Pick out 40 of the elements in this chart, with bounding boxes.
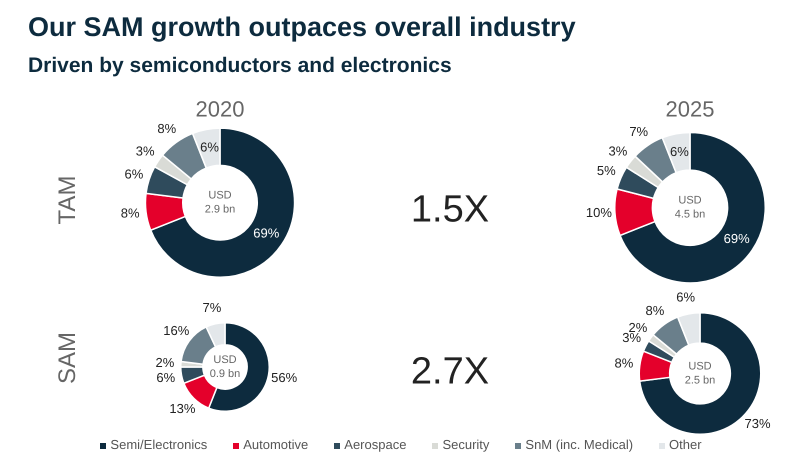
data-label: 6% xyxy=(124,166,144,182)
data-label: 5% xyxy=(596,163,616,178)
legend-label: Aerospace xyxy=(344,437,406,452)
data-label: 7% xyxy=(202,300,222,315)
legend-label: Semi/Electronics xyxy=(110,437,208,452)
data-label: 10% xyxy=(586,205,612,220)
data-label: 8% xyxy=(120,206,140,221)
data-label: 6% xyxy=(670,144,690,159)
data-label: 6% xyxy=(676,290,696,305)
data-label: 13% xyxy=(169,401,196,416)
data-label: 8% xyxy=(614,355,634,370)
text: 1.5X xyxy=(410,188,490,232)
data-label: 69% xyxy=(724,231,750,246)
data-label: 2% xyxy=(155,354,175,370)
data-label: 8% xyxy=(157,121,177,136)
data-label: 56% xyxy=(271,370,298,385)
text: Our SAM growth outpaces overall industry xyxy=(28,12,576,43)
text: TAM xyxy=(54,176,82,224)
text: USD 4.5 bn xyxy=(674,194,706,221)
text: USD 2.9 bn xyxy=(204,190,236,216)
data-label: 73% xyxy=(744,416,772,431)
legend-label: Security xyxy=(442,437,490,452)
chart-title: 2020 xyxy=(196,96,244,122)
data-label: 8% xyxy=(645,302,665,318)
legend-label: SnM (inc. Medical) xyxy=(525,437,634,452)
data-label: 6% xyxy=(200,139,220,154)
text: Driven by semiconductors and electronics xyxy=(28,54,452,78)
chart-title: 2025 xyxy=(666,96,714,122)
data-label: 16% xyxy=(163,323,190,338)
data-label: 6% xyxy=(156,370,176,385)
data-label: 7% xyxy=(629,124,649,139)
data-label: 3% xyxy=(608,143,628,158)
data-label: 69% xyxy=(253,226,280,241)
data-label: 3% xyxy=(136,143,155,158)
legend-label: Other xyxy=(669,437,702,452)
text: SAM xyxy=(54,332,82,384)
text: USD 2.5 bn xyxy=(684,360,716,387)
text: USD 0.9 bn xyxy=(210,354,240,380)
text: 2.7X xyxy=(410,350,490,394)
legend-label: Automotive xyxy=(243,437,308,452)
